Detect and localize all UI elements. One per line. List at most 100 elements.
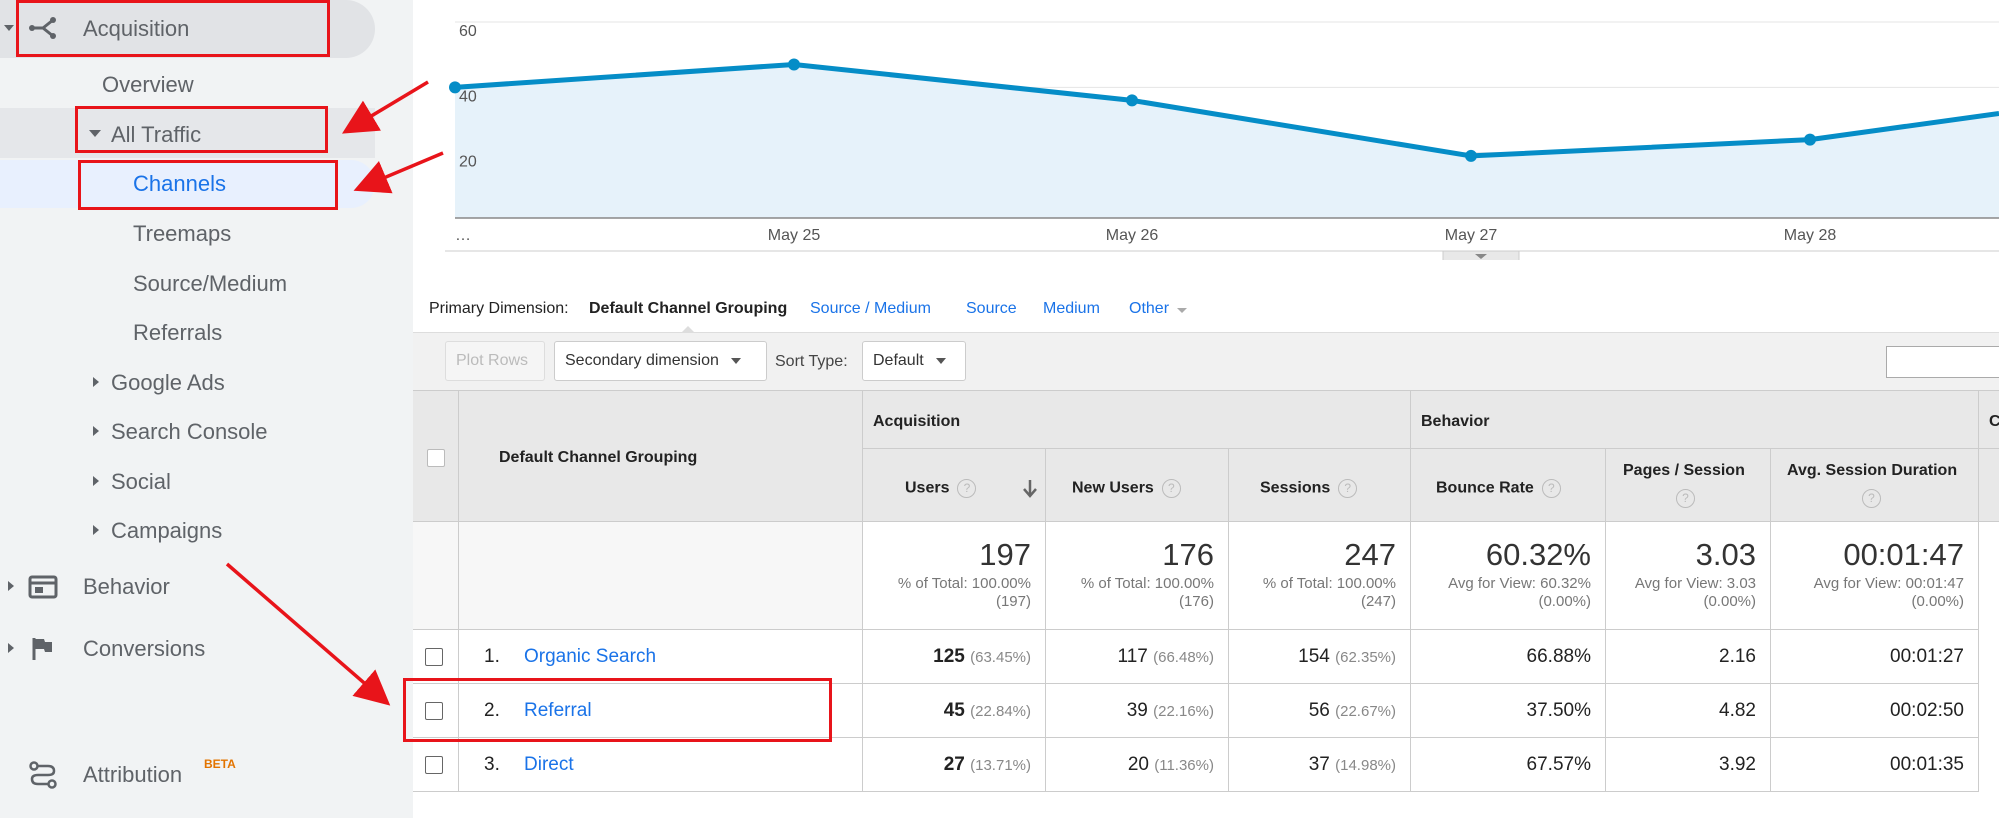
total-pages-session: 3.03 xyxy=(1695,537,1756,572)
row-sessions-cell xyxy=(1229,738,1411,792)
nav-google-ads[interactable]: Google Ads xyxy=(111,370,225,395)
col-bounce-rate[interactable] xyxy=(1411,449,1606,522)
nav-campaigns[interactable]: Campaigns xyxy=(111,518,223,543)
header-default-channel-grouping[interactable]: Default Channel Grouping xyxy=(499,449,698,466)
data-point[interactable] xyxy=(1465,149,1477,162)
nav-all-traffic[interactable]: All Traffic xyxy=(111,122,202,147)
secondary-dimension-select[interactable]: Secondary dimension xyxy=(554,341,767,381)
col-sessions-label[interactable]: Sessions? xyxy=(1260,479,1358,498)
table-row xyxy=(459,630,863,684)
plot-rows-button[interactable]: Plot Rows xyxy=(445,341,545,381)
dimension-default-channel-grouping[interactable]: Default Channel Grouping xyxy=(589,300,788,317)
chevron-down-icon xyxy=(4,25,14,31)
dimension-other[interactable]: Other xyxy=(1129,300,1170,317)
col-bounce-rate-label[interactable]: Bounce Rate? xyxy=(1436,479,1561,498)
nav-overview[interactable]: Overview xyxy=(102,72,194,97)
col-users-text: Users xyxy=(905,479,950,497)
help-icon[interactable]: ? xyxy=(1338,479,1358,498)
row-check-cell xyxy=(413,738,459,792)
attribution-icon xyxy=(29,761,57,789)
help-icon[interactable]: ? xyxy=(957,479,977,498)
dimension-medium[interactable]: Medium xyxy=(1043,300,1100,317)
row-users-cell xyxy=(863,630,1046,684)
select-all-checkbox[interactable] xyxy=(427,449,445,467)
data-point[interactable] xyxy=(788,58,800,71)
total-pages-session-sub2: (0.00%) xyxy=(1703,593,1756,610)
col-pages-session[interactable] xyxy=(1606,449,1771,522)
row-sessions: 37 (14.98%) xyxy=(1309,754,1396,776)
nav-referrals[interactable]: Referrals xyxy=(133,320,223,345)
nav-conversions[interactable]: Conversions xyxy=(83,636,206,661)
nav-social[interactable]: Social xyxy=(111,469,171,494)
data-point[interactable] xyxy=(1804,133,1816,146)
sort-descending-icon[interactable] xyxy=(1022,478,1038,498)
col-users-label[interactable]: Users? xyxy=(905,479,977,498)
col-bounce-rate-text: Bounce Rate xyxy=(1436,479,1534,497)
row-new-users-pct: (22.16%) xyxy=(1153,703,1214,720)
nav-channels[interactable]: Channels xyxy=(133,171,226,196)
total-avg-duration: 00:01:47 xyxy=(1843,537,1964,572)
total-users-cell xyxy=(863,522,1046,630)
nav-search-console[interactable]: Search Console xyxy=(111,419,268,444)
row-duration-cell xyxy=(1771,630,1979,684)
nav-acquisition[interactable]: Acquisition xyxy=(83,16,190,41)
total-avg-duration-sub1: Avg for View: 00:01:47 xyxy=(1813,575,1964,592)
dimension-source[interactable]: Source xyxy=(966,300,1017,317)
row-sessions-cell xyxy=(1229,630,1411,684)
col-new-users[interactable] xyxy=(1046,449,1229,522)
help-icon[interactable]: ? xyxy=(1676,489,1695,508)
total-bounce-cell xyxy=(1411,522,1606,630)
nav-attribution[interactable]: Attribution xyxy=(83,762,183,787)
nav-source-medium[interactable]: Source/Medium xyxy=(133,271,288,296)
total-pages-cell xyxy=(1606,522,1771,630)
col-sessions[interactable] xyxy=(1229,449,1411,522)
series-area xyxy=(455,64,1999,218)
x-tick-label: May 27 xyxy=(1445,227,1498,244)
row-new-users-value: 39 xyxy=(1126,700,1148,721)
row-channel-link[interactable]: Direct xyxy=(524,754,574,775)
col-sessions-text: Sessions xyxy=(1260,479,1331,497)
dimension-source-medium[interactable]: Source / Medium xyxy=(810,300,931,317)
col-pages-session-label[interactable]: Pages / Session xyxy=(1623,462,1745,479)
row-checkbox[interactable] xyxy=(425,648,443,666)
nav-behavior[interactable]: Behavior xyxy=(83,574,170,599)
help-icon[interactable]: ? xyxy=(1161,479,1181,498)
row-avg-duration: 00:01:35 xyxy=(1890,754,1964,775)
row-users-value: 125 xyxy=(933,646,965,667)
row-number: 3. xyxy=(484,754,500,775)
row-bounce-cell xyxy=(1411,738,1606,792)
row-new-users-cell xyxy=(1046,738,1229,792)
row-channel-link[interactable]: Organic Search xyxy=(524,646,657,667)
total-new-users-sub1: % of Total: 100.00% xyxy=(1080,575,1214,592)
row-channel-link[interactable]: Referral xyxy=(524,700,592,721)
table-search-input[interactable] xyxy=(1886,346,1999,378)
help-icon[interactable]: ? xyxy=(1541,479,1561,498)
row-users-pct: (13.71%) xyxy=(970,757,1031,774)
help-icon[interactable]: ? xyxy=(1862,489,1881,508)
col-new-users-text: New Users xyxy=(1072,479,1154,497)
data-point[interactable] xyxy=(449,81,461,94)
row-avg-duration: 00:02:50 xyxy=(1890,700,1964,721)
total-new-users-sub2: (176) xyxy=(1178,593,1214,610)
total-new-users-cell xyxy=(1046,522,1229,630)
nav-acquisition-row[interactable] xyxy=(0,0,375,58)
nav-channels-row[interactable] xyxy=(0,160,375,208)
header-behavior-group xyxy=(1411,390,1979,449)
col-users[interactable] xyxy=(863,449,1046,522)
data-point[interactable] xyxy=(1126,94,1138,107)
col-avg-session-duration[interactable] xyxy=(1771,449,1979,522)
row-bounce-rate: 67.57% xyxy=(1526,754,1591,775)
row-sessions: 154 (62.35%) xyxy=(1298,646,1396,668)
row-bounce-rate: 37.50% xyxy=(1526,700,1591,721)
sort-type-select[interactable]: Default xyxy=(862,341,966,381)
annotation-box-referral xyxy=(403,678,832,742)
annotation-box-channels xyxy=(78,160,338,210)
nav-all-traffic-row[interactable] xyxy=(0,108,375,158)
row-checkbox[interactable] xyxy=(425,756,443,774)
col-avg-session-duration-label[interactable]: Avg. Session Duration xyxy=(1787,462,1958,479)
row-sessions-value: 37 xyxy=(1308,754,1330,775)
nav-treemaps[interactable]: Treemaps xyxy=(133,221,232,246)
series-line xyxy=(454,61,1999,159)
row-checkbox[interactable] xyxy=(425,702,443,720)
col-new-users-label[interactable]: New Users? xyxy=(1072,479,1181,498)
